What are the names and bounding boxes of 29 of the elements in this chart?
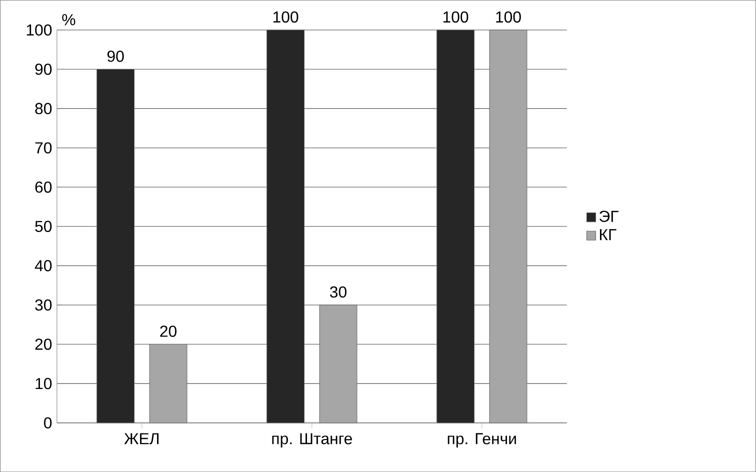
y-tick-label: 40 [34,260,52,272]
x-tick-label: пр. Штанге [272,433,352,448]
bar [266,30,305,423]
y-tick-label: 70 [35,142,52,154]
y-tick-label: 0 [44,417,52,428]
data-label: 100 [496,11,521,23]
legend-label: ЭГ [599,210,618,222]
y-axis-title: % [62,14,76,26]
legend-label: КГ [600,229,616,240]
bar [96,68,135,423]
data-label: 90 [107,50,124,62]
y-tick-label: 10 [36,378,52,390]
bar [489,30,528,423]
x-tick-label: ЖЕЛ [124,433,159,444]
y-tick-label: 100 [26,24,52,36]
x-tick-label: пр. Генчи [448,433,516,448]
y-tick-label: 30 [35,299,52,311]
bar [319,304,358,423]
data-label: 100 [273,11,298,23]
data-label: 20 [160,326,177,337]
y-tick-label: 80 [35,102,52,114]
bar [149,344,188,423]
y-tick-label: 50 [35,220,52,232]
y-tick-label: 90 [35,64,52,75]
bar [436,30,474,423]
y-tick-label: 60 [35,181,52,193]
data-label: 100 [443,11,468,23]
data-label: 30 [330,286,346,298]
y-tick-label: 20 [35,338,52,350]
